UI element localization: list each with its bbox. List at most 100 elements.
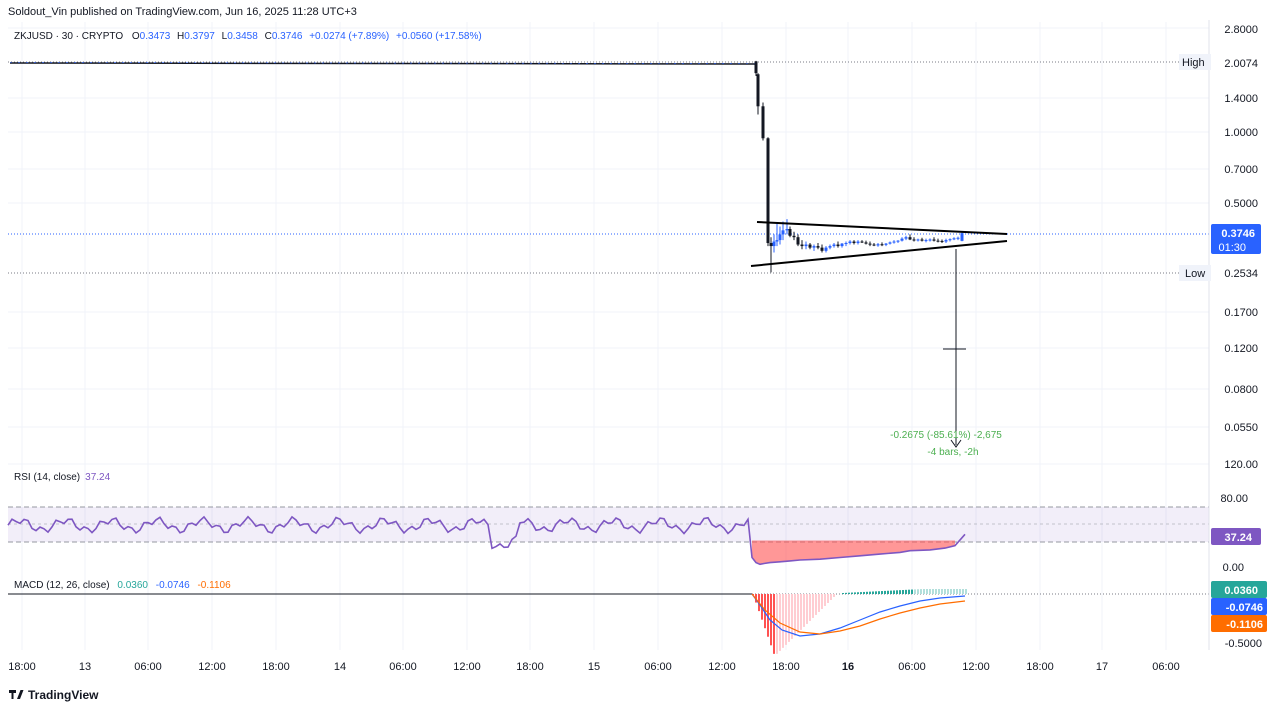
macd-hist-bar xyxy=(824,594,826,606)
svg-text:-0.2675 (-85.61%) -2,675: -0.2675 (-85.61%) -2,675 xyxy=(890,430,1002,441)
price-tick: 2.8000 xyxy=(1224,24,1258,36)
candle-body xyxy=(769,243,773,247)
price-tick: 0.1700 xyxy=(1224,307,1258,319)
macd-hist-bar xyxy=(830,594,832,600)
measure-tool[interactable] xyxy=(943,249,966,448)
rsi-tick: 80.00 xyxy=(1220,493,1248,505)
time-tick: 18:00 xyxy=(772,661,800,673)
candle-body xyxy=(868,243,872,245)
macd-hist-bar xyxy=(962,589,964,594)
macd-tick: -0.5000 xyxy=(1225,638,1262,650)
last-price-badge: 0.3746 01:30 xyxy=(1211,224,1261,254)
macd-hist-bar xyxy=(878,591,880,594)
signal-line xyxy=(751,593,966,635)
candle-body xyxy=(781,230,785,235)
macd-hist-bar xyxy=(881,591,883,594)
candle-body xyxy=(940,240,944,242)
macd-hist-bar xyxy=(935,589,937,594)
price-tick: 0.0800 xyxy=(1224,384,1258,396)
macd-hist-bar xyxy=(890,590,892,594)
measure-label: -0.2675 (-85.61%) -2,675 -4 bars, -2h xyxy=(890,430,1002,458)
price-scale[interactable]: 2.8000 1.4000 1.0000 0.7000 0.5000 0.170… xyxy=(1224,24,1258,471)
candle-body xyxy=(800,244,804,247)
macd-hist-bar xyxy=(764,594,766,629)
candle-body xyxy=(778,234,782,241)
triangle-upper-trendline[interactable] xyxy=(756,221,1008,235)
macd-line-badge: -0.0746 xyxy=(1211,598,1267,615)
candle-body xyxy=(840,243,844,247)
price-tick: 0.7000 xyxy=(1224,164,1258,176)
candle-body xyxy=(888,242,892,244)
high-marker: High 2.0074 xyxy=(1179,54,1258,70)
candle-body xyxy=(920,239,924,241)
macd-hist-bar xyxy=(932,589,934,594)
candle-body xyxy=(856,241,860,244)
svg-text:Low: Low xyxy=(1185,268,1205,280)
candle-body xyxy=(812,246,816,248)
macd-hist-bar xyxy=(827,594,829,603)
macd-hist-bar xyxy=(869,591,871,594)
rsi-legend[interactable]: RSI (14, close) 37.24 xyxy=(14,472,111,483)
macd-hist-bar xyxy=(806,594,808,624)
brand-text: TradingView xyxy=(28,688,99,702)
macd-hist-bar xyxy=(800,594,802,630)
candle-body xyxy=(900,238,904,241)
symbol-legend[interactable]: ZKJUSD · 30 · CRYPTO O0.3473 H0.3797 L0.… xyxy=(14,31,482,42)
time-axis[interactable]: 18:00 13 06:00 12:00 18:00 14 06:00 12:00 18:00 1… xyxy=(8,661,1180,673)
macd-hist-bar xyxy=(842,593,844,594)
macd-hist-bar xyxy=(797,594,799,633)
macd-legend[interactable]: MACD (12, 26, close) 0.0360 -0.0746 -0.1… xyxy=(14,580,231,591)
candle-body xyxy=(948,239,952,241)
candle-body xyxy=(924,240,928,242)
macd-hist-bar xyxy=(785,594,787,645)
macd-hist-bar xyxy=(845,592,847,594)
macd-hist-bar xyxy=(809,594,811,621)
macd-hist-bar xyxy=(866,591,868,594)
macd-hist-bar xyxy=(875,591,877,594)
price-tick: 0.0550 xyxy=(1224,422,1258,434)
macd-hist-bar xyxy=(914,589,916,594)
macd-hist-bar xyxy=(929,589,931,594)
price-tick: 120.00 xyxy=(1224,459,1258,471)
macd-hist-bar xyxy=(833,594,835,597)
time-tick: 12:00 xyxy=(198,661,226,673)
symbol-name: ZKJUSD · 30 · CRYPTO xyxy=(14,31,123,42)
candle-body xyxy=(892,241,896,243)
macd-hist-bar xyxy=(941,589,943,594)
candle-body xyxy=(936,240,940,242)
price-tick: 0.1200 xyxy=(1224,343,1258,355)
macd-hist-bar xyxy=(794,594,796,636)
triangle-lower-trendline[interactable] xyxy=(750,240,1008,267)
time-tick: 12:00 xyxy=(962,661,990,673)
time-tick: 17 xyxy=(1096,661,1108,673)
candle-body xyxy=(864,242,868,244)
candle-body xyxy=(896,240,900,242)
candle-body xyxy=(952,238,956,240)
candle-body xyxy=(754,61,758,74)
candle-body xyxy=(766,138,770,244)
candle-body xyxy=(824,247,828,251)
time-tick: 06:00 xyxy=(389,661,417,673)
candle-body xyxy=(775,240,779,242)
published-text: Soldout_Vin published on TradingView.com… xyxy=(8,6,357,18)
svg-text:2.0074: 2.0074 xyxy=(1224,58,1258,70)
time-tick: 06:00 xyxy=(1152,661,1180,673)
time-tick: 06:00 xyxy=(644,661,672,673)
low-marker: Low 0.2534 xyxy=(1179,265,1258,281)
macd-hist-bar xyxy=(848,592,850,594)
candle-body xyxy=(876,244,880,246)
svg-text:0.3746: 0.3746 xyxy=(1221,228,1255,240)
time-tick: 15 xyxy=(588,661,600,673)
macd-hist-bar xyxy=(950,589,952,594)
macd-hist-bar xyxy=(911,589,913,594)
pre-crash-price-series xyxy=(9,62,756,65)
price-tick: 1.0000 xyxy=(1224,127,1258,139)
candle-body xyxy=(860,241,864,243)
candle-body xyxy=(848,241,852,244)
signal-line-badge: -0.1106 xyxy=(1211,615,1267,632)
tradingview-logo: TradingView xyxy=(9,688,99,702)
time-tick: 12:00 xyxy=(453,661,481,673)
svg-text:-0.0746: -0.0746 xyxy=(1226,602,1263,614)
candle-body xyxy=(912,239,916,241)
